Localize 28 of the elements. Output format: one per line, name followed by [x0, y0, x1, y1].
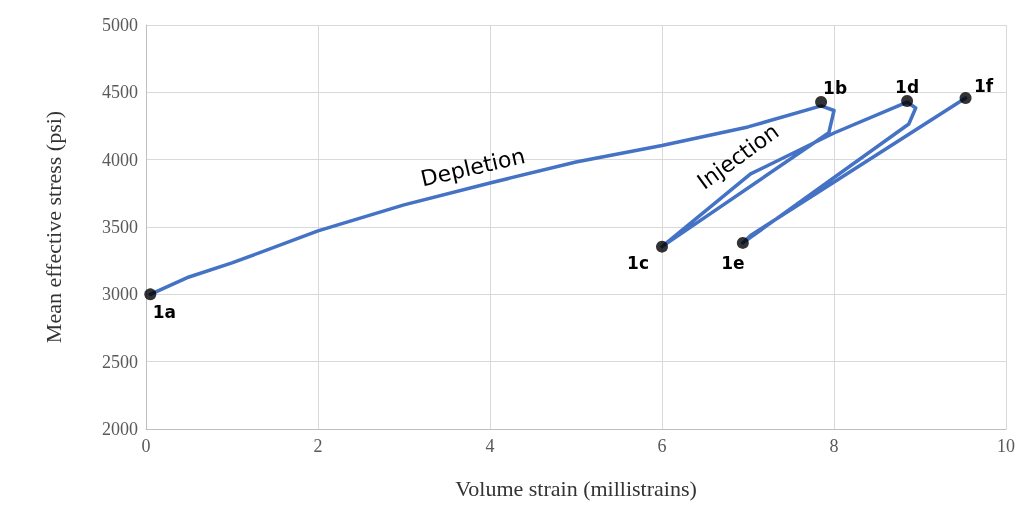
- point: [959, 91, 972, 104]
- annotation: 1f: [973, 75, 994, 96]
- y-tick-label: 4500: [102, 82, 138, 103]
- y-tick-label: 3500: [102, 217, 138, 237]
- annotation: Depletion: [418, 143, 528, 192]
- point: [736, 236, 749, 249]
- x-tick-label: 4: [485, 436, 495, 456]
- y-tick-label: 2500: [102, 351, 138, 372]
- x-tick-label: 10: [997, 436, 1015, 456]
- point: [815, 96, 828, 109]
- x-tick-label: 2: [313, 436, 323, 456]
- x-tick-label: 6: [657, 436, 667, 456]
- annotation: 1b: [823, 78, 848, 99]
- point: [656, 240, 668, 253]
- annotation: 1a: [152, 302, 176, 323]
- y-tick-label: 3000: [102, 284, 138, 305]
- y-tick-label: 2000: [102, 419, 138, 439]
- point: [901, 94, 914, 107]
- y-tick-label: 5000: [102, 15, 138, 35]
- y-tick-label: 4000: [102, 149, 138, 170]
- x-axis-title: Volume strain (millistrains): [455, 475, 697, 501]
- annotation: 1d: [895, 76, 920, 97]
- annotation: 1e: [721, 252, 745, 273]
- y-axis-title: Mean effective stress (psi): [40, 110, 66, 344]
- x-tick-label: 8: [829, 436, 839, 456]
- x-tick-label: 0: [141, 436, 151, 456]
- annotation: 1c: [627, 252, 649, 273]
- point: [144, 288, 157, 301]
